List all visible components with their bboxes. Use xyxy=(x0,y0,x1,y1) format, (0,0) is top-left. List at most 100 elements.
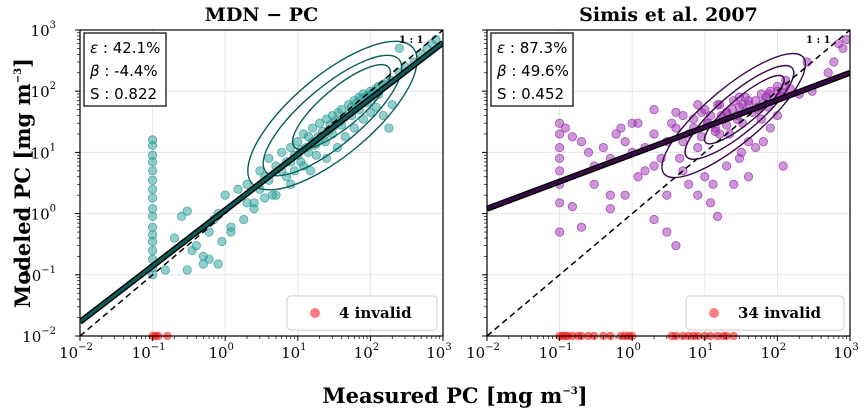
one-to-one-line xyxy=(487,30,850,336)
x-axis-label: Measured PC [mg m−3] xyxy=(322,383,587,408)
data-point xyxy=(169,233,180,243)
data-point xyxy=(671,107,681,118)
data-point xyxy=(384,123,394,133)
data-point xyxy=(693,190,703,200)
density-contour xyxy=(684,64,795,160)
data-point xyxy=(554,198,565,208)
data-point xyxy=(182,206,192,216)
data-point xyxy=(598,142,608,153)
data-point xyxy=(340,132,350,142)
data-point xyxy=(217,236,227,247)
data-point xyxy=(693,142,703,153)
data-point xyxy=(308,123,318,133)
data-point xyxy=(737,100,748,110)
panel-simis-2007: 1 : 1 10−2 10−1 100 101 102 103 Simis et al. 20… xyxy=(466,4,859,362)
data-point xyxy=(554,142,565,153)
data-point xyxy=(148,193,158,203)
data-point xyxy=(700,105,710,115)
stat-line: ε : 87.3% xyxy=(497,39,567,57)
data-point xyxy=(842,34,850,45)
data-point xyxy=(605,204,615,214)
data-point xyxy=(693,100,703,110)
axes-frame xyxy=(486,29,851,337)
data-point xyxy=(743,172,754,182)
data-point xyxy=(148,166,158,176)
data-point xyxy=(260,193,270,203)
data-point xyxy=(554,129,565,139)
y-tick-label: 102 xyxy=(31,81,56,101)
data-point xyxy=(649,129,659,139)
data-point xyxy=(293,137,303,147)
data-point xyxy=(204,254,214,264)
chart-title: Simis et al. 2007 xyxy=(579,4,758,26)
stats-box xyxy=(83,32,167,107)
data-point xyxy=(627,118,637,128)
data-point xyxy=(649,161,659,171)
chart-title: MDN − PC xyxy=(205,4,318,26)
density-contour xyxy=(703,74,785,145)
x-tick-label: 100 xyxy=(208,342,233,362)
data-point xyxy=(264,153,274,163)
legend-marker xyxy=(709,308,719,318)
data-point xyxy=(662,227,672,237)
legend-label: 4 invalid xyxy=(339,304,412,322)
data-point xyxy=(365,107,375,118)
data-point xyxy=(311,150,321,160)
y-tick-label: 103 xyxy=(31,20,56,40)
data-point xyxy=(567,132,577,142)
legend-marker xyxy=(310,308,320,318)
data-point xyxy=(148,184,158,194)
stat-line: S : 0.822 xyxy=(90,85,157,103)
data-point xyxy=(148,236,158,247)
data-point xyxy=(684,179,694,190)
data-point xyxy=(233,184,243,194)
data-point xyxy=(829,57,839,67)
data-point xyxy=(371,102,381,112)
data-point xyxy=(226,227,236,237)
stat-line: ε : 42.1% xyxy=(90,39,160,57)
legend-label: 34 invalid xyxy=(738,304,822,322)
data-point xyxy=(583,147,594,157)
data-point xyxy=(567,202,577,212)
data-point xyxy=(394,43,404,54)
density-contour xyxy=(661,52,807,179)
data-point xyxy=(765,123,775,133)
data-point xyxy=(640,166,650,176)
x-tick-label: 10−1 xyxy=(132,342,166,362)
data-point xyxy=(715,129,725,139)
data-point xyxy=(349,123,359,133)
density-contour xyxy=(262,54,403,177)
data-point xyxy=(662,190,672,200)
data-point xyxy=(213,259,223,269)
data-point xyxy=(649,214,659,225)
legend-box xyxy=(685,295,845,331)
data-point xyxy=(729,179,739,190)
x-tick-label: 10−2 xyxy=(466,342,500,362)
x-tick-label: 10−1 xyxy=(539,342,573,362)
data-point xyxy=(242,198,252,208)
data-point xyxy=(671,123,681,133)
data-point xyxy=(605,190,615,200)
data-point xyxy=(758,137,768,147)
one-to-one-line xyxy=(80,30,443,336)
data-point xyxy=(315,118,325,128)
data-point xyxy=(255,166,265,176)
data-point xyxy=(277,147,287,157)
data-point xyxy=(633,172,643,182)
data-point xyxy=(576,222,587,232)
data-point xyxy=(649,105,659,115)
data-point xyxy=(554,227,565,237)
stats-box xyxy=(490,32,574,107)
data-point xyxy=(220,190,230,200)
x-tick-label: 101 xyxy=(688,342,713,362)
legend-box xyxy=(286,295,438,331)
y-axis-label: Modeled PC [mg m−3] xyxy=(10,58,35,308)
data-point xyxy=(554,153,565,163)
x-tick-label: 103 xyxy=(426,342,451,362)
data-point xyxy=(675,153,685,163)
one-to-one-label: 1 : 1 xyxy=(399,35,424,46)
density-contour xyxy=(247,40,418,191)
data-point xyxy=(148,211,158,222)
data-point xyxy=(696,132,707,142)
panel-mdn-pc: 1 : 1 10−210−2 10−1 10−1 100 100 101 101 102 102 1… xyxy=(22,4,452,362)
